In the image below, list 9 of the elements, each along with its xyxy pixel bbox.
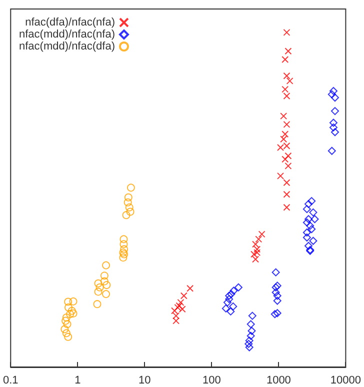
x-tick-label: 10000 bbox=[330, 374, 362, 386]
legend-label: nfac(dfa)/nfac(nfa) bbox=[25, 16, 115, 28]
x-tick-label: 100 bbox=[202, 374, 221, 386]
legend-label: nfac(mdd)/nfac(nfa) bbox=[18, 28, 115, 40]
x-tick-label: 1000 bbox=[266, 374, 291, 386]
x-tick-label: 10 bbox=[138, 374, 151, 386]
legend-label: nfac(mdd)/nfac(dfa) bbox=[18, 40, 115, 52]
x-tick-label: 1 bbox=[74, 374, 81, 386]
x-tick-label: 0.1 bbox=[2, 374, 18, 386]
